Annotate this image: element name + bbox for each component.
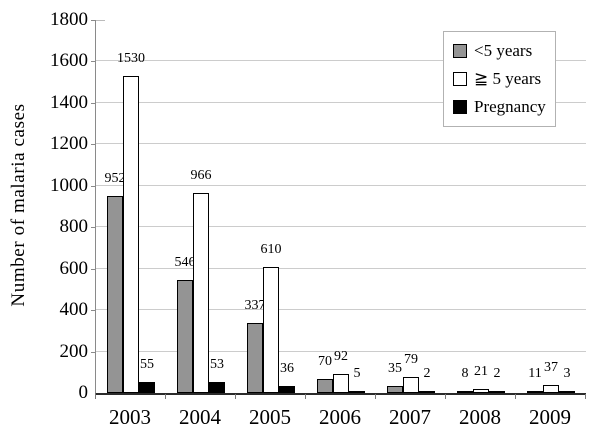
- y-axis-tick-label: 600: [59, 257, 89, 279]
- bar: [247, 323, 263, 393]
- bar-value-label: 5: [353, 366, 361, 381]
- bar: [419, 391, 435, 393]
- x-axis-tick: [235, 394, 236, 399]
- bar-value-label: 337: [244, 298, 266, 314]
- x-axis-tick-label: 2009: [529, 405, 571, 429]
- bar-value-label: 8: [461, 366, 469, 381]
- bar-value-label: 966: [190, 167, 212, 183]
- x-axis-tick-label: 2003: [109, 405, 151, 429]
- bar: [349, 391, 365, 393]
- y-axis-tick-label: 1400: [50, 91, 88, 113]
- x-axis-tick-label: 2006: [319, 405, 361, 429]
- y-axis-tick: [91, 144, 95, 146]
- bar: [107, 195, 123, 393]
- gridline: [96, 101, 586, 103]
- legend-label: ≧ 5 years: [474, 69, 542, 88]
- bar: [559, 391, 575, 393]
- bar-value-label: 610: [260, 241, 282, 257]
- legend-label: <5 years: [474, 41, 533, 60]
- bar: [193, 192, 209, 393]
- y-axis-tick: [91, 102, 95, 104]
- y-axis-tick: [91, 268, 95, 270]
- bar-value-label: 37: [544, 360, 558, 376]
- bar-value-label: 11: [528, 365, 542, 381]
- y-axis-tick: [91, 185, 95, 187]
- x-axis-tick: [445, 394, 446, 399]
- gridline: [96, 184, 586, 186]
- gridline: [96, 226, 586, 228]
- y-axis-tick-label: 400: [59, 299, 89, 321]
- bar: [123, 75, 139, 393]
- bar-value-label: 952: [104, 170, 126, 186]
- x-axis-tick: [95, 394, 96, 399]
- bar: [489, 391, 505, 393]
- y-axis-tick: [91, 310, 95, 312]
- gridline: [96, 143, 586, 145]
- y-axis-tick-label: 1000: [50, 174, 88, 196]
- bar: [263, 266, 279, 393]
- legend-swatch: [453, 44, 467, 58]
- gridline: [96, 309, 586, 311]
- bar-value-label: 70: [318, 353, 332, 369]
- y-axis-tick: [91, 351, 95, 353]
- bar-value-label: 92: [334, 348, 348, 364]
- bar: [543, 385, 559, 393]
- bar-value-label: 36: [280, 360, 294, 376]
- bar-value-label: 3: [563, 366, 571, 381]
- y-axis-tick-label: 1600: [50, 50, 88, 72]
- legend-item: Pregnancy: [453, 93, 551, 121]
- bar-value-label: 21: [474, 363, 488, 379]
- y-axis-tick-label: 0: [78, 382, 89, 403]
- y-axis-tick: [91, 227, 95, 229]
- bar-value-label: 2: [493, 366, 501, 381]
- gridline-stub: [96, 20, 105, 21]
- bar: [333, 373, 349, 393]
- bar-value-label: 55: [140, 356, 154, 372]
- bar: [527, 390, 543, 393]
- y-axis-tick-label: 800: [59, 216, 89, 238]
- bar: [473, 388, 489, 393]
- bar-value-label: 35: [388, 360, 402, 376]
- bar-value-label: 79: [404, 351, 418, 367]
- x-axis-tick-label: 2004: [179, 405, 221, 429]
- legend-label: Pregnancy: [474, 97, 546, 116]
- y-axis-tick: [91, 61, 95, 63]
- x-axis-tick-label: 2008: [459, 405, 501, 429]
- x-axis-tick-label: 2007: [389, 405, 431, 429]
- gridline: [96, 350, 586, 352]
- y-axis-tick: [91, 20, 95, 21]
- x-axis-tick-label: 2005: [249, 405, 291, 429]
- legend-swatch: [453, 100, 467, 114]
- bar-value-label: 546: [174, 254, 196, 270]
- legend-item: ≧ 5 years: [453, 65, 551, 93]
- bar: [177, 279, 193, 393]
- gridline: [96, 267, 586, 269]
- bar: [457, 391, 473, 393]
- gridline: [96, 60, 586, 62]
- bar: [279, 385, 295, 393]
- y-axis-tick-label: 200: [59, 340, 89, 362]
- x-axis-tick: [375, 394, 376, 399]
- bar: [403, 376, 419, 393]
- x-axis-tick: [515, 394, 516, 399]
- y-axis-title: Number of malaria cases: [8, 103, 29, 307]
- legend: <5 years ≧ 5 years Pregnancy: [443, 31, 556, 127]
- legend-item: <5 years: [453, 37, 551, 65]
- bar: [139, 381, 155, 393]
- plot-area: 952 1530 55 546 966 53 337 610 36 70 92 5 35 79 2 8 21 2 1…: [95, 20, 586, 395]
- x-axis-tick: [305, 394, 306, 399]
- bar-value-label: 53: [210, 357, 224, 373]
- y-axis-tick-label: 1800: [50, 9, 88, 30]
- bar-value-label: 2: [423, 366, 431, 381]
- y-axis-tick-label: 1200: [50, 133, 88, 155]
- bar: [317, 378, 333, 393]
- bar-value-label: 1530: [117, 50, 145, 66]
- bar: [387, 385, 403, 393]
- x-axis-tick: [165, 394, 166, 399]
- bar: [209, 382, 225, 393]
- legend-swatch: [453, 72, 467, 86]
- x-axis-tick: [585, 394, 586, 399]
